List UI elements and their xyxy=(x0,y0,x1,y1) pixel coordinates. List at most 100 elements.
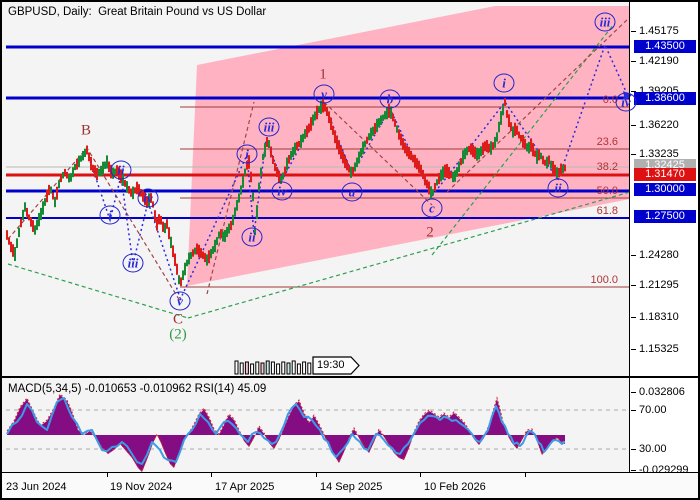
price-badge-1.27500[interactable]: 1.27500 xyxy=(634,210,696,223)
wave-label-i[interactable]: i xyxy=(236,144,258,164)
price-tick-1.36220: 1.36220 xyxy=(639,119,679,131)
price-tick-dash xyxy=(631,31,636,32)
date-label: 10 Feb 2026 xyxy=(424,481,486,493)
macd-histogram-area xyxy=(7,395,565,472)
price-tick-1.21295: 1.21295 xyxy=(639,279,679,291)
indicator-tick-70.00: 70.00 xyxy=(639,404,667,416)
wave-label-v[interactable]: v xyxy=(313,84,335,104)
forecast-bar xyxy=(239,362,244,375)
wave-label-iv[interactable]: iv xyxy=(271,181,293,201)
forecast-bar xyxy=(291,360,296,375)
forecast-bar xyxy=(260,362,265,375)
wave-label-C[interactable]: C xyxy=(172,311,184,328)
overlay-dashed-11[interactable] xyxy=(557,42,629,181)
indicator-tick-dash xyxy=(631,392,636,393)
wave-label-iii[interactable]: iii xyxy=(258,117,280,137)
date-tick xyxy=(211,473,212,477)
date-label: 23 Jun 2024 xyxy=(6,481,67,493)
date-label: 17 Apr 2025 xyxy=(215,481,275,493)
forecast-bar xyxy=(270,361,275,375)
wave-label-1[interactable]: 1 xyxy=(319,66,327,83)
indicator-tick-dash xyxy=(631,449,636,450)
wave-label-c[interactable]: c xyxy=(421,198,443,218)
overlay-dashed-7[interactable] xyxy=(86,151,181,299)
forecast-time-tag xyxy=(312,356,360,375)
indicator-label: MACD(5,34,5) -0.010653 -0.010962 RSI(14)… xyxy=(8,383,267,395)
price-tick-dash xyxy=(631,285,636,286)
date-label: 19 Nov 2024 xyxy=(110,481,173,493)
rsi-line xyxy=(6,397,565,465)
wave-label-a[interactable]: a xyxy=(341,182,363,202)
forecast-bar xyxy=(265,360,270,375)
price-badge-1.38600[interactable]: 1.38600 xyxy=(634,92,696,105)
indicator-tick-dash xyxy=(631,410,636,411)
forecast-time-label: 19:30 xyxy=(317,359,345,371)
wave-label-B[interactable]: B xyxy=(80,122,92,139)
wave-label-b[interactable]: b xyxy=(379,89,401,109)
wave-label-iv[interactable]: iv xyxy=(137,188,159,208)
forecast-bar xyxy=(302,361,307,375)
overlay-dashed-4[interactable] xyxy=(206,101,255,295)
wave-label-iii[interactable]: iii xyxy=(594,12,616,32)
panel-separator[interactable] xyxy=(2,376,698,378)
fib-label-100.0: 100.0 xyxy=(590,274,618,286)
price-tick-1.18310: 1.18310 xyxy=(639,311,679,323)
candlestick-series[interactable] xyxy=(6,98,566,287)
indicator-tick-dash xyxy=(631,470,636,471)
price-tick-1.42190: 1.42190 xyxy=(639,55,679,67)
date-tick xyxy=(316,473,317,477)
forecast-bar xyxy=(234,360,239,375)
wave-channel xyxy=(187,6,630,286)
fib-label-38.2: 38.2 xyxy=(596,161,618,173)
price-badge-1.31470[interactable]: 1.31470 xyxy=(634,168,696,181)
wave-label-iv[interactable]: iv xyxy=(615,92,637,112)
fib-label-50.0: 50.0 xyxy=(596,185,618,197)
overlay-dashed-0[interactable] xyxy=(7,263,189,319)
wave-label-ii[interactable]: ii xyxy=(547,178,569,198)
price-tick-dash xyxy=(631,154,636,155)
wave-label-i[interactable]: i xyxy=(99,205,121,225)
fib-label-61.8: 61.8 xyxy=(596,205,618,217)
time-axis-panel[interactable] xyxy=(2,473,698,498)
axis-separator xyxy=(2,472,698,473)
chart-title: GBPUSD, Daily: Great Britain Pound vs US… xyxy=(8,6,267,18)
forecast-bar xyxy=(307,362,312,375)
price-badge-1.30000[interactable]: 1.30000 xyxy=(634,183,696,196)
wave-label-2[interactable]: 2 xyxy=(426,224,434,241)
wave-label-v[interactable]: v xyxy=(169,291,191,311)
forecast-bar xyxy=(286,362,291,375)
price-axis-panel[interactable] xyxy=(630,2,698,473)
overlay-dashed-6[interactable] xyxy=(446,16,631,193)
price-axis-separator xyxy=(629,2,630,472)
price-tick-1.24280: 1.24280 xyxy=(639,249,679,261)
date-tick xyxy=(420,473,421,477)
forecast-bar xyxy=(250,363,255,375)
forecast-bar xyxy=(255,361,260,375)
price-tick-dash xyxy=(631,349,636,350)
forecast-bar xyxy=(276,363,281,375)
price-tick-dash xyxy=(631,61,636,62)
wave-label-i[interactable]: i xyxy=(493,73,515,93)
indicator-tick--0.029299: -0.029299 xyxy=(639,464,689,476)
date-tick xyxy=(107,473,108,477)
wave-label-ii[interactable]: ii xyxy=(110,160,132,180)
price-tick-dash xyxy=(631,91,636,92)
price-tick-1.45175: 1.45175 xyxy=(639,25,679,37)
wave-label-iii[interactable]: iii xyxy=(122,253,144,273)
price-tick-dash xyxy=(631,125,636,126)
wave-label-ii[interactable]: ii xyxy=(241,227,263,247)
price-tick-dash xyxy=(631,255,636,256)
price-badge-1.43500[interactable]: 1.43500 xyxy=(634,40,696,53)
price-tick-1.15325: 1.15325 xyxy=(639,343,679,355)
fib-label-23.6: 23.6 xyxy=(596,136,618,148)
overlay-dashed-5[interactable] xyxy=(323,101,433,206)
fib-label-0.0: 0.0 xyxy=(602,94,618,106)
forecast-bar xyxy=(296,363,301,375)
forecast-bar xyxy=(281,361,286,375)
forecast-bar xyxy=(244,361,249,375)
price-tick-1.33235: 1.33235 xyxy=(639,148,679,160)
wave-label-(2)[interactable]: (2) xyxy=(169,326,187,343)
indicator-tick-0.032806: 0.032806 xyxy=(639,386,685,398)
